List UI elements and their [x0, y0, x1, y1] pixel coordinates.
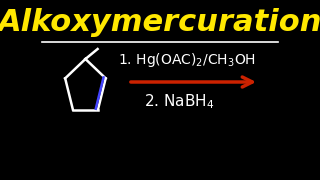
- Text: 2. $\mathregular{NaBH_4}$: 2. $\mathregular{NaBH_4}$: [144, 93, 214, 111]
- Text: Alkoxymercuration: Alkoxymercuration: [0, 8, 320, 37]
- Text: 1. $\mathregular{Hg(OAC)_2/CH_3OH}$: 1. $\mathregular{Hg(OAC)_2/CH_3OH}$: [118, 51, 256, 69]
